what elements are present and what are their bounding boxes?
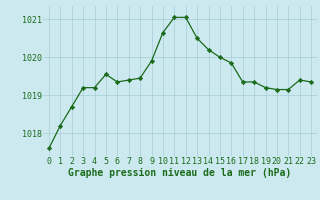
X-axis label: Graphe pression niveau de la mer (hPa): Graphe pression niveau de la mer (hPa) <box>68 168 292 178</box>
